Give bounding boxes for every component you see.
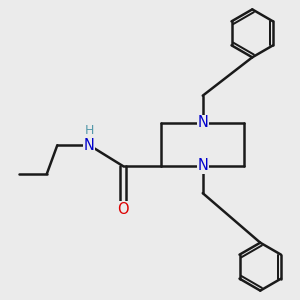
Text: H: H [85,124,94,137]
Text: N: N [197,115,208,130]
Text: N: N [197,158,208,173]
Text: N: N [84,138,95,153]
Text: O: O [117,202,129,217]
